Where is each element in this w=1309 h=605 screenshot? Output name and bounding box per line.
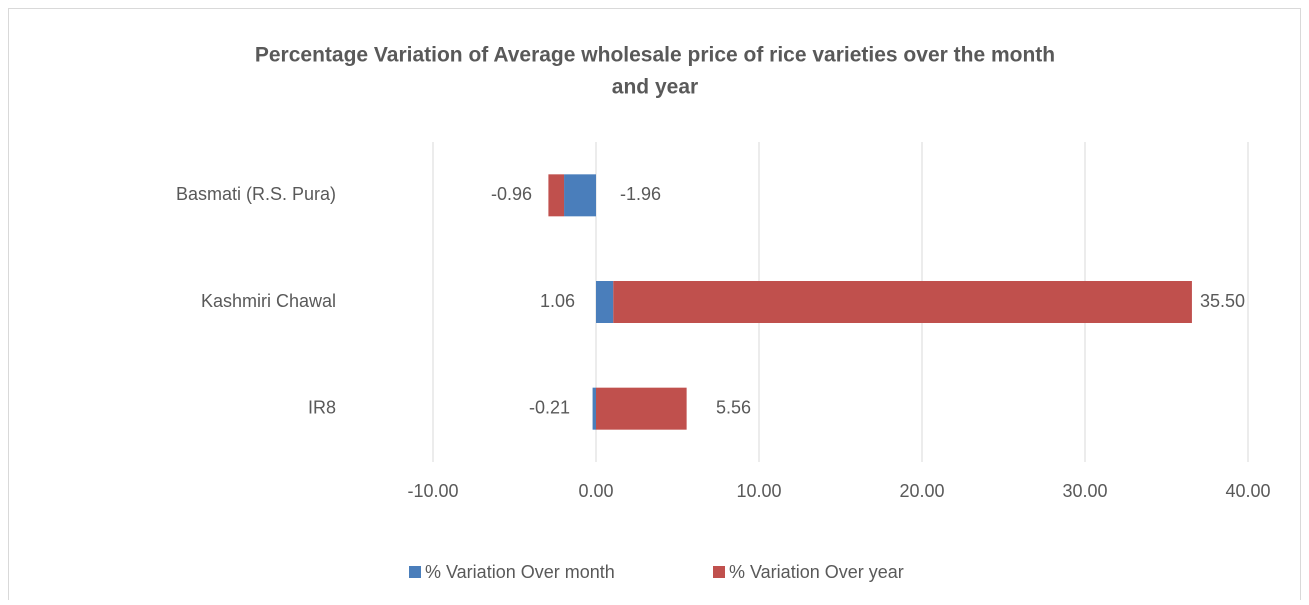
bar <box>548 174 565 217</box>
legend-label: % Variation Over month <box>425 562 615 582</box>
x-tick-label: -10.00 <box>407 481 458 501</box>
x-tick-label: 0.00 <box>578 481 613 501</box>
x-tick-label: 30.00 <box>1062 481 1107 501</box>
x-tick-label: 10.00 <box>736 481 781 501</box>
chart-title: and year <box>612 76 698 99</box>
x-tick-label: 40.00 <box>1225 481 1270 501</box>
bar <box>596 281 614 323</box>
y-tick-label: IR8 <box>308 397 336 417</box>
legend-label: % Variation Over year <box>729 562 904 582</box>
data-label: 1.06 <box>540 291 575 311</box>
x-tick-label: 20.00 <box>899 481 944 501</box>
y-tick-label: Basmati (R.S. Pura) <box>176 184 336 204</box>
data-label: -0.21 <box>529 397 570 417</box>
data-label: -0.96 <box>491 184 532 204</box>
bar <box>592 387 596 430</box>
legend-swatch <box>409 566 421 578</box>
bar <box>564 174 596 217</box>
data-label: 5.56 <box>716 397 751 417</box>
data-label: 35.50 <box>1200 291 1245 311</box>
chart-title: Percentage Variation of Average wholesal… <box>255 44 1055 67</box>
bar <box>613 281 1192 323</box>
legend-swatch <box>713 566 725 578</box>
y-tick-label: Kashmiri Chawal <box>201 291 336 311</box>
data-label: -1.96 <box>620 184 661 204</box>
bar <box>596 387 687 430</box>
